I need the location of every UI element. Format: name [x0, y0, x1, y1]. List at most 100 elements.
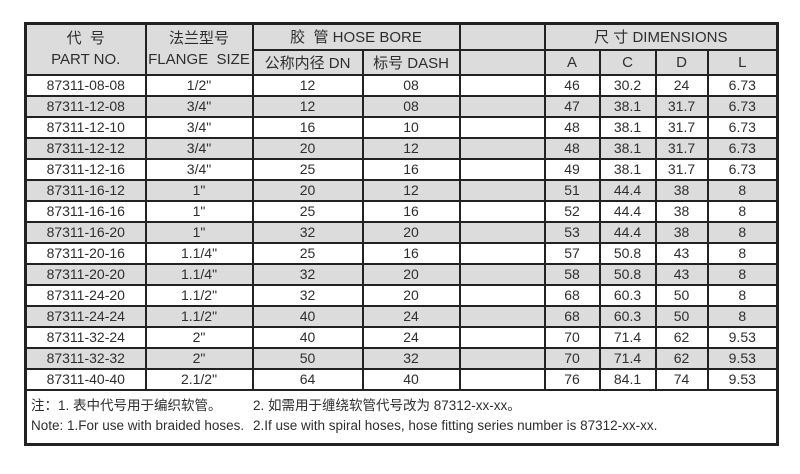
cell-empty: [458, 262, 546, 286]
hose-fitting-spec-table: 代 号 PART NO. 法兰型号 FLANGE SIZE 胶 管 HOSE BOR…: [24, 22, 780, 447]
cell-part-no: 87311-40-40: [24, 367, 147, 391]
cell-a: 48: [543, 136, 601, 160]
cell-dn: 12: [251, 94, 364, 118]
cell-dash: 10: [361, 115, 461, 139]
cell-part-no: 87311-12-12: [24, 136, 147, 160]
cell-dash: 32: [361, 346, 461, 370]
cell-empty: [458, 346, 546, 370]
cell-part-no: 87311-20-20: [24, 262, 147, 286]
cell-c: 38.1: [598, 157, 657, 181]
header-part-no: 代 号 PART NO.: [24, 22, 147, 76]
cell-d: 74: [654, 367, 709, 391]
cell-d: 43: [654, 241, 709, 265]
cell-d: 38: [654, 220, 709, 244]
cell-a: 53: [543, 220, 601, 244]
cell-dash: 08: [361, 73, 461, 97]
cell-c: 30.2: [598, 73, 657, 97]
header-part-no-en: PART NO.: [51, 51, 121, 69]
cell-flange-size: 3/4": [144, 94, 254, 118]
cell-dn: 32: [251, 283, 364, 307]
cell-empty: [458, 115, 546, 139]
cell-part-no: 87311-12-08: [24, 94, 147, 118]
cell-dn: 25: [251, 241, 364, 265]
cell-a: 57: [543, 241, 601, 265]
cell-dash: 08: [361, 94, 461, 118]
table-row: 87311-12-10 3/4" 16 10 48 38.1 31.7 6.73: [24, 115, 779, 139]
cell-dn: 32: [251, 262, 364, 286]
table-row: 87311-12-12 3/4" 20 12 48 38.1 31.7 6.73: [24, 136, 779, 160]
cell-flange-size: 2": [144, 346, 254, 370]
header-empty-top: [458, 22, 546, 51]
cell-part-no: 87311-16-20: [24, 220, 147, 244]
note-zh-1: 注：1. 表中代号用于编织软管。: [31, 397, 222, 413]
cell-c: 44.4: [598, 220, 657, 244]
cell-d: 31.7: [654, 136, 709, 160]
cell-l: 8: [706, 241, 779, 265]
notes-cell: 注：1. 表中代号用于编织软管。 2. 如需用于缠绕软管代号改为 87312-xx…: [24, 388, 779, 446]
cell-empty: [458, 199, 546, 223]
cell-flange-size: 1.1/2": [144, 283, 254, 307]
cell-c: 60.3: [598, 283, 657, 307]
cell-part-no: 87311-32-24: [24, 325, 147, 349]
cell-part-no: 87311-20-16: [24, 241, 147, 265]
cell-part-no: 87311-32-32: [24, 346, 147, 370]
cell-l: 6.73: [706, 136, 779, 160]
cell-c: 60.3: [598, 304, 657, 328]
table-row: 87311-20-20 1.1/4" 32 20 58 50.8 43 8: [24, 262, 779, 286]
cell-a: 47: [543, 94, 601, 118]
cell-a: 48: [543, 115, 601, 139]
header-dim-a: A: [543, 48, 601, 76]
cell-a: 52: [543, 199, 601, 223]
cell-flange-size: 1": [144, 220, 254, 244]
cell-dn: 40: [251, 325, 364, 349]
cell-flange-size: 1": [144, 199, 254, 223]
cell-dash: 16: [361, 241, 461, 265]
cell-a: 51: [543, 178, 601, 202]
table-row: 87311-16-16 1" 25 16 52 44.4 38 8: [24, 199, 779, 223]
header-part-no-zh: 代 号: [66, 29, 105, 47]
cell-d: 38: [654, 178, 709, 202]
cell-a: 68: [543, 283, 601, 307]
cell-flange-size: 1.1/4": [144, 262, 254, 286]
cell-empty: [458, 325, 546, 349]
cell-empty: [458, 73, 546, 97]
cell-d: 24: [654, 73, 709, 97]
cell-part-no: 87311-16-12: [24, 178, 147, 202]
table-row: 87311-08-08 1/2" 12 08 46 30.2 24 6.73: [24, 73, 779, 97]
cell-dash: 20: [361, 262, 461, 286]
cell-c: 71.4: [598, 325, 657, 349]
cell-l: 6.73: [706, 115, 779, 139]
cell-dn: 64: [251, 367, 364, 391]
cell-dash: 12: [361, 136, 461, 160]
cell-flange-size: 2.1/2": [144, 367, 254, 391]
cell-l: 9.53: [706, 325, 779, 349]
cell-dn: 32: [251, 220, 364, 244]
cell-dn: 16: [251, 115, 364, 139]
cell-flange-size: 1.1/2": [144, 304, 254, 328]
cell-l: 8: [706, 304, 779, 328]
cell-dash: 12: [361, 178, 461, 202]
cell-empty: [458, 220, 546, 244]
cell-empty: [458, 283, 546, 307]
table-header: 代 号 PART NO. 法兰型号 FLANGE SIZE 胶 管 HOSE BOR…: [24, 22, 779, 76]
cell-a: 58: [543, 262, 601, 286]
cell-empty: [458, 157, 546, 181]
cell-l: 8: [706, 178, 779, 202]
cell-a: 70: [543, 325, 601, 349]
cell-a: 68: [543, 304, 601, 328]
cell-d: 31.7: [654, 157, 709, 181]
cell-c: 38.1: [598, 136, 657, 160]
cell-d: 31.7: [654, 115, 709, 139]
cell-dn: 25: [251, 199, 364, 223]
cell-c: 44.4: [598, 199, 657, 223]
cell-part-no: 87311-24-20: [24, 283, 147, 307]
cell-flange-size: 1.1/4": [144, 241, 254, 265]
cell-c: 50.8: [598, 262, 657, 286]
header-dim-d: D: [654, 48, 709, 76]
cell-dash: 20: [361, 283, 461, 307]
cell-d: 62: [654, 325, 709, 349]
table-body: 87311-08-08 1/2" 12 08 46 30.2 24 6.73 87311-12-…: [24, 73, 779, 391]
cell-part-no: 87311-12-10: [24, 115, 147, 139]
cell-flange-size: 3/4": [144, 136, 254, 160]
header-flange-zh: 法兰型号: [168, 29, 229, 47]
